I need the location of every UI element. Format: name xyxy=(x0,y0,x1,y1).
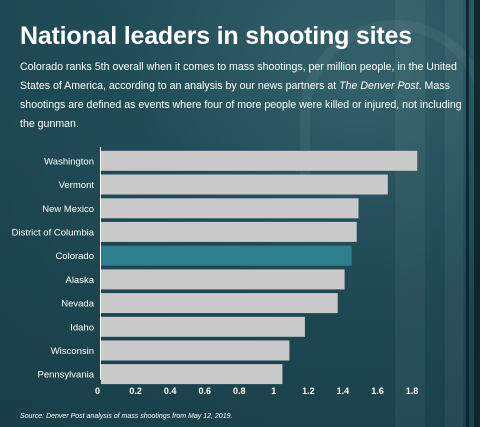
bar xyxy=(101,293,338,314)
background-arch xyxy=(300,20,480,180)
category-label: Washington xyxy=(44,156,94,167)
x-tick-label: 0 xyxy=(95,386,100,396)
description-text: . Mass shootings are defined as events w… xyxy=(20,80,462,130)
category-label: Wisconsin xyxy=(51,346,94,357)
x-tick-label: 0.8 xyxy=(233,386,246,396)
category-label: Pennsylvania xyxy=(37,370,94,381)
x-tick-label: 0.4 xyxy=(164,386,177,396)
bar xyxy=(101,340,290,361)
category-label: Vermont xyxy=(59,180,95,191)
x-tick-label: 0.2 xyxy=(129,386,142,396)
bar xyxy=(101,150,418,171)
bar xyxy=(101,364,283,385)
frame-border xyxy=(474,0,480,427)
x-tick-label: 1 xyxy=(271,386,276,396)
x-tick-label: 1.4 xyxy=(337,386,350,396)
frame-border xyxy=(466,0,469,427)
chart-title: National leaders in shooting sites xyxy=(20,22,412,50)
description-text: Colorado ranks 5th overall when it comes… xyxy=(20,61,457,92)
chart-description: Colorado ranks 5th overall when it comes… xyxy=(20,58,465,134)
bar xyxy=(101,221,357,242)
category-label: Nevada xyxy=(61,299,94,310)
publication-name: The Denver Post xyxy=(339,80,419,92)
bar xyxy=(101,269,345,290)
category-label: Alaska xyxy=(65,275,94,286)
x-tick-label: 1.2 xyxy=(302,386,315,396)
category-label: Idaho xyxy=(70,322,94,333)
bar-highlight xyxy=(101,245,352,266)
bar xyxy=(101,198,359,219)
category-label: District of Columbia xyxy=(12,227,95,238)
category-label: Colorado xyxy=(55,251,94,262)
x-tick-label: 1.6 xyxy=(371,386,384,396)
x-tick-label: 1.8 xyxy=(406,386,419,396)
bar xyxy=(101,174,388,195)
x-tick-label: 0.6 xyxy=(198,386,211,396)
source-note: Source: Denver Post analysis of mass sho… xyxy=(20,413,233,420)
bar xyxy=(101,316,305,337)
category-label: New Mexico xyxy=(42,204,94,215)
